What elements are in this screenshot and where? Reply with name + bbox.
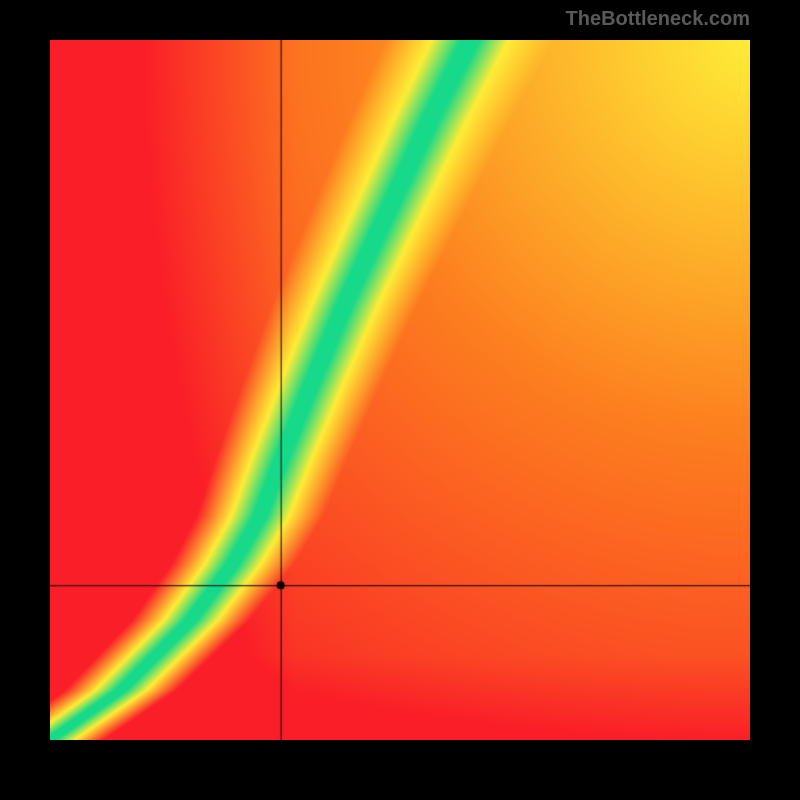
watermark-text: TheBottleneck.com bbox=[566, 8, 750, 31]
heatmap-plot bbox=[50, 40, 750, 740]
heatmap-canvas bbox=[50, 40, 750, 740]
